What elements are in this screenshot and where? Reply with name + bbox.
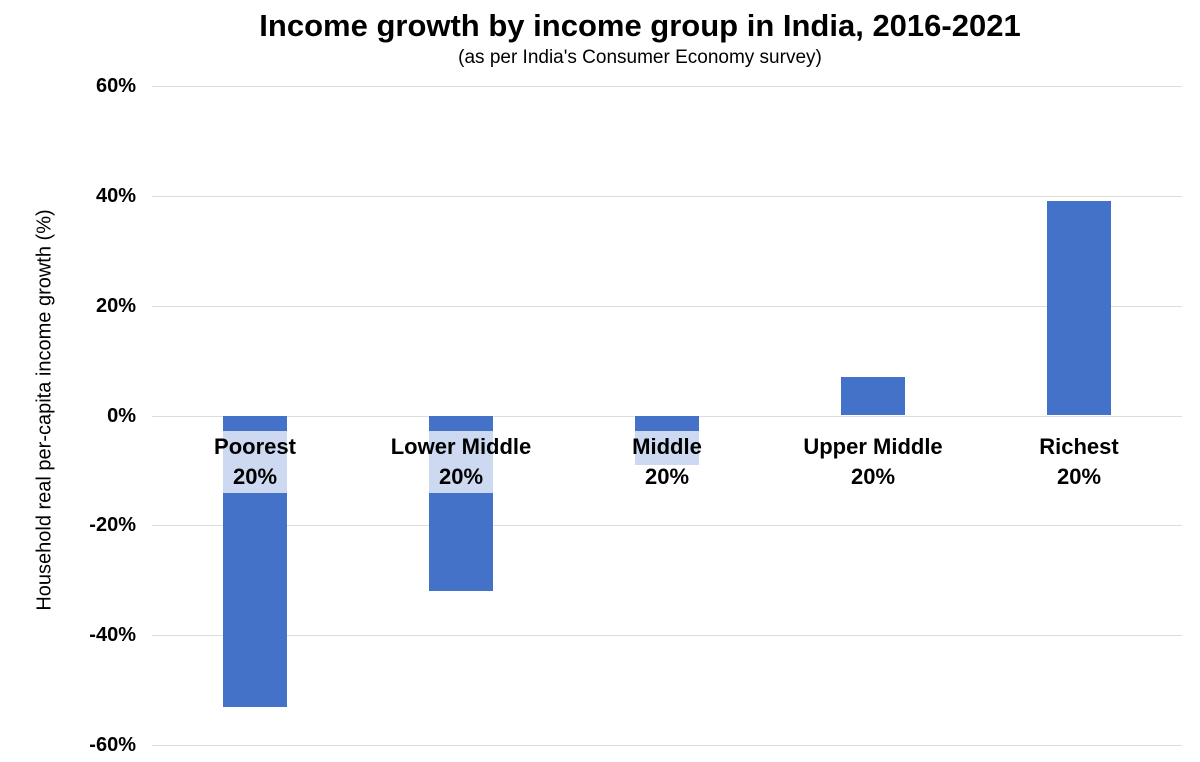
gridline	[152, 305, 1182, 307]
x-category-name: Richest	[1039, 434, 1119, 459]
y-tick-label: 20%	[95, 294, 136, 317]
bar-richest-20	[1047, 201, 1111, 416]
x-category-suffix: 20%	[1056, 464, 1102, 489]
x-category-suffix: 20%	[232, 464, 278, 489]
x-category-label: Richest 20%	[1034, 431, 1124, 493]
gridline	[152, 195, 1182, 197]
x-category-label: Middle 20%	[627, 431, 707, 493]
y-tick-label: -20%	[89, 514, 136, 537]
plot-area	[152, 86, 1182, 746]
y-tick-label: 0%	[107, 404, 136, 427]
x-category-label: Lower Middle 20%	[385, 431, 537, 493]
x-category-name: Upper Middle	[803, 434, 943, 459]
gridline	[152, 745, 1182, 746]
gridline	[152, 525, 1182, 527]
y-tick-label: 40%	[95, 184, 136, 207]
gridline	[152, 635, 1182, 637]
x-category-label: Upper Middle 20%	[798, 431, 948, 493]
x-category-label: Poorest 20%	[209, 431, 301, 493]
chart-subtitle: (as per India's Consumer Economy survey)	[458, 47, 822, 68]
x-category-suffix: 20%	[644, 464, 690, 489]
bar-upper-middle-20	[841, 377, 905, 416]
x-category-suffix: 20%	[850, 464, 896, 489]
x-category-name: Middle	[632, 434, 702, 459]
y-tick-label: -60%	[89, 734, 136, 756]
chart-title: Income growth by income group in India, …	[259, 8, 1021, 43]
gridline	[152, 86, 1182, 87]
x-category-name: Lower Middle	[390, 434, 532, 459]
y-tick-label: -40%	[89, 624, 136, 647]
x-category-suffix: 20%	[438, 464, 484, 489]
x-category-name: Poorest	[214, 434, 296, 459]
y-tick-label: 60%	[95, 75, 136, 97]
